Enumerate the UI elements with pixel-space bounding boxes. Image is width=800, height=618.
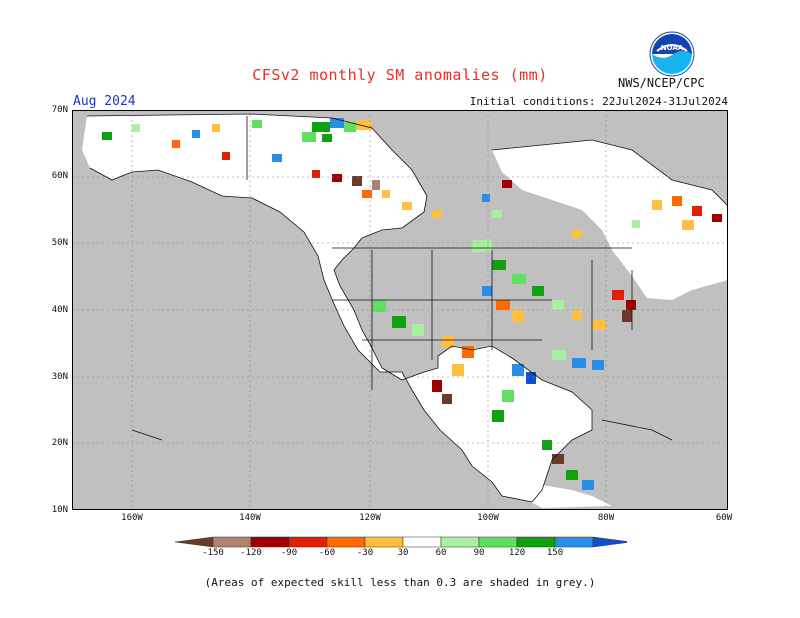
legend-tick-label: 150 (546, 548, 564, 558)
lat-label: 10N (51, 505, 68, 515)
anomaly-map (72, 110, 728, 510)
lat-label: 30N (51, 372, 68, 382)
legend-swatch (554, 536, 594, 548)
legend-swatch (212, 536, 252, 548)
lon-label: 60W (715, 513, 733, 523)
legend-swatch (326, 536, 366, 548)
legend-swatch-min (175, 536, 214, 548)
skill-footnote: (Areas of expected skill less than 0.3 a… (204, 576, 596, 589)
lat-label: 40N (51, 305, 68, 315)
initial-conditions: Initial conditions: 22Jul2024-31Jul2024 (469, 95, 728, 108)
legend-tick-label: 90 (473, 548, 485, 558)
legend-swatch (402, 536, 442, 548)
forecast-month: Aug 2024 (73, 94, 136, 109)
legend-tick-label: 60 (435, 548, 447, 558)
lat-label: 60N (51, 171, 68, 181)
noaa-logo: NOAA (649, 31, 695, 77)
land-regions (82, 114, 728, 508)
legend-swatch (478, 536, 518, 548)
legend-swatch (364, 536, 404, 548)
lon-label: 80W (597, 513, 615, 523)
lon-label: 140W (239, 513, 261, 523)
legend-swatch (250, 536, 290, 548)
logo-text: NOAA (661, 44, 684, 52)
lat-label: 70N (51, 105, 68, 115)
map-title: CFSv2 monthly SM anomalies (mm) (252, 66, 548, 84)
legend-swatch (516, 536, 556, 548)
color-legend (175, 536, 627, 548)
legend-swatch-max (592, 536, 627, 548)
legend-swatch (288, 536, 328, 548)
graticule (72, 110, 728, 510)
boundaries (86, 113, 728, 503)
legend-tick-label: 30 (397, 548, 409, 558)
legend-swatch (440, 536, 480, 548)
legend-tick-label: -120 (240, 548, 262, 558)
legend-tick-label: -30 (356, 548, 374, 558)
agency-label: NWS/NCEP/CPC (618, 76, 705, 90)
lat-label: 50N (51, 238, 68, 248)
legend-tick-label: -90 (280, 548, 298, 558)
legend-tick-label: 120 (508, 548, 526, 558)
map-frame (72, 110, 728, 510)
legend-tick-label: -150 (202, 548, 224, 558)
lat-label: 20N (51, 438, 68, 448)
lon-label: 160W (121, 513, 143, 523)
lon-label: 100W (477, 513, 499, 523)
anomaly-cells (102, 118, 722, 490)
lon-label: 120W (359, 513, 381, 523)
legend-tick-label: -60 (318, 548, 336, 558)
